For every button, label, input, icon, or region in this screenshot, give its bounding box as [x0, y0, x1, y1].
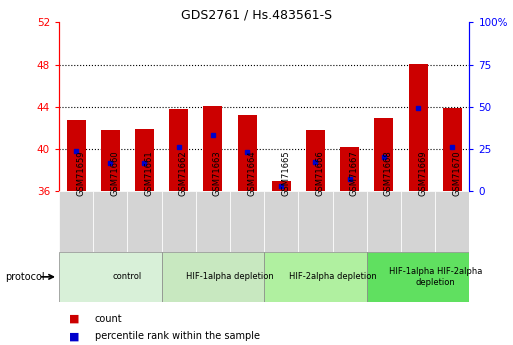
Bar: [435, 191, 469, 252]
Text: GSM71666: GSM71666: [315, 150, 325, 196]
Bar: [374, 118, 393, 191]
Bar: [162, 191, 196, 252]
Bar: [59, 191, 93, 252]
Text: GSM71668: GSM71668: [384, 150, 393, 196]
Bar: [67, 120, 86, 191]
Text: GSM71659: GSM71659: [76, 151, 85, 196]
Text: ■: ■: [69, 332, 80, 341]
Text: GSM71663: GSM71663: [213, 150, 222, 196]
Bar: [230, 191, 264, 252]
Bar: [238, 115, 256, 191]
Bar: [332, 191, 367, 252]
Text: HIF-1alpha depletion: HIF-1alpha depletion: [186, 272, 274, 282]
Bar: [272, 181, 291, 191]
Text: percentile rank within the sample: percentile rank within the sample: [95, 332, 260, 341]
Text: count: count: [95, 314, 123, 324]
Bar: [306, 130, 325, 191]
Text: ■: ■: [69, 314, 80, 324]
Bar: [135, 129, 154, 191]
Bar: [101, 130, 120, 191]
Bar: [162, 252, 264, 302]
Text: GSM71665: GSM71665: [281, 151, 290, 196]
Text: GSM71670: GSM71670: [452, 151, 461, 196]
Text: HIF-1alpha HIF-2alpha
depletion: HIF-1alpha HIF-2alpha depletion: [388, 267, 482, 287]
Bar: [367, 252, 469, 302]
Bar: [443, 108, 462, 191]
Bar: [204, 106, 222, 191]
Text: GSM71664: GSM71664: [247, 151, 256, 196]
Bar: [367, 191, 401, 252]
Bar: [409, 63, 427, 191]
Text: control: control: [113, 272, 142, 282]
Bar: [401, 191, 435, 252]
Bar: [93, 191, 127, 252]
Bar: [340, 147, 359, 191]
Bar: [196, 191, 230, 252]
Text: GSM71660: GSM71660: [110, 151, 120, 196]
Bar: [299, 191, 332, 252]
Text: GSM71661: GSM71661: [145, 151, 153, 196]
Text: HIF-2alpha depletion: HIF-2alpha depletion: [289, 272, 377, 282]
Bar: [264, 191, 299, 252]
Bar: [59, 252, 162, 302]
Bar: [127, 191, 162, 252]
Bar: [264, 252, 367, 302]
Text: protocol: protocol: [5, 272, 45, 282]
Text: GSM71667: GSM71667: [350, 150, 359, 196]
Text: GDS2761 / Hs.483561-S: GDS2761 / Hs.483561-S: [181, 9, 332, 22]
Text: GSM71662: GSM71662: [179, 151, 188, 196]
Bar: [169, 109, 188, 191]
Text: GSM71669: GSM71669: [418, 151, 427, 196]
